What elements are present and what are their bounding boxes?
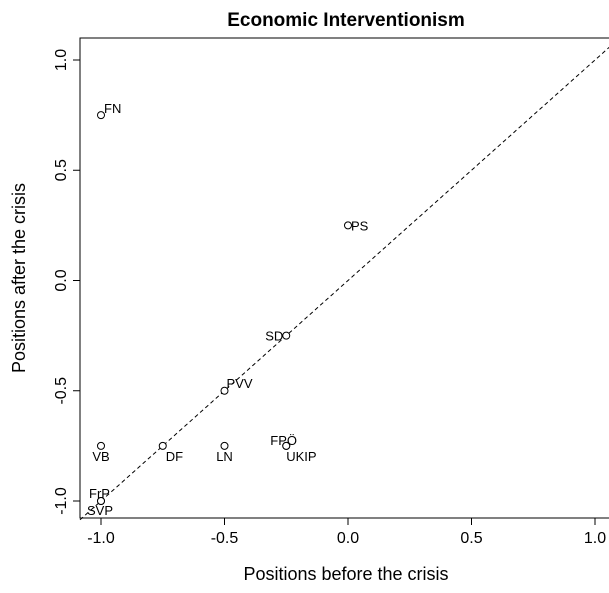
chart-title: Economic Interventionism xyxy=(227,10,465,31)
y-tick-label: -1.0 xyxy=(53,487,70,515)
data-label-ps: PS xyxy=(351,218,369,233)
y-axis-label: Positions after the crisis xyxy=(9,183,29,373)
plot-frame xyxy=(79,37,609,519)
x-tick-label: -0.5 xyxy=(211,530,239,547)
data-label-ukip: UKIP xyxy=(286,449,316,464)
data-point-ps xyxy=(344,221,352,230)
data-point-ln xyxy=(220,441,229,450)
data-point-df xyxy=(158,441,167,450)
data-point-ukip xyxy=(282,441,291,450)
y-tick-label: 0.5 xyxy=(53,159,70,181)
data-label-df: DF xyxy=(166,449,183,464)
x-axis: -1.0 -0.5 0.0 0.5 1.0 xyxy=(87,518,606,547)
data-point-sd xyxy=(282,331,291,340)
x-axis-label: Positions before the crisis xyxy=(243,564,448,584)
y-tick-label: 1.0 xyxy=(53,49,70,71)
data-label-pvv: PVV xyxy=(227,376,253,391)
data-point-fn xyxy=(97,111,105,120)
data-label-sd: SD xyxy=(265,329,283,344)
data-label-ln: LN xyxy=(216,449,233,464)
x-tick-label: 0.5 xyxy=(460,530,482,547)
data-label-svp: SVP xyxy=(87,503,113,518)
x-tick-label: 0.0 xyxy=(337,530,359,547)
x-tick-label: 1.0 xyxy=(584,530,606,547)
data-label-fpö: FPÖ xyxy=(270,433,297,448)
y-axis: -1.0 -0.5 0.0 0.5 1.0 xyxy=(53,49,80,515)
data-label-vb: VB xyxy=(92,449,109,464)
data-point-svp xyxy=(97,497,105,505)
data-label-frp: FrP xyxy=(89,486,110,501)
x-tick-label: -1.0 xyxy=(87,530,115,547)
data-point-vb xyxy=(97,441,105,450)
y-tick-label: -0.5 xyxy=(53,377,70,405)
diagonal-reference-line xyxy=(79,46,609,521)
y-tick-label: 0.0 xyxy=(53,269,70,291)
data-point-pvv xyxy=(220,386,229,395)
data-label-fn: FN xyxy=(104,101,121,116)
